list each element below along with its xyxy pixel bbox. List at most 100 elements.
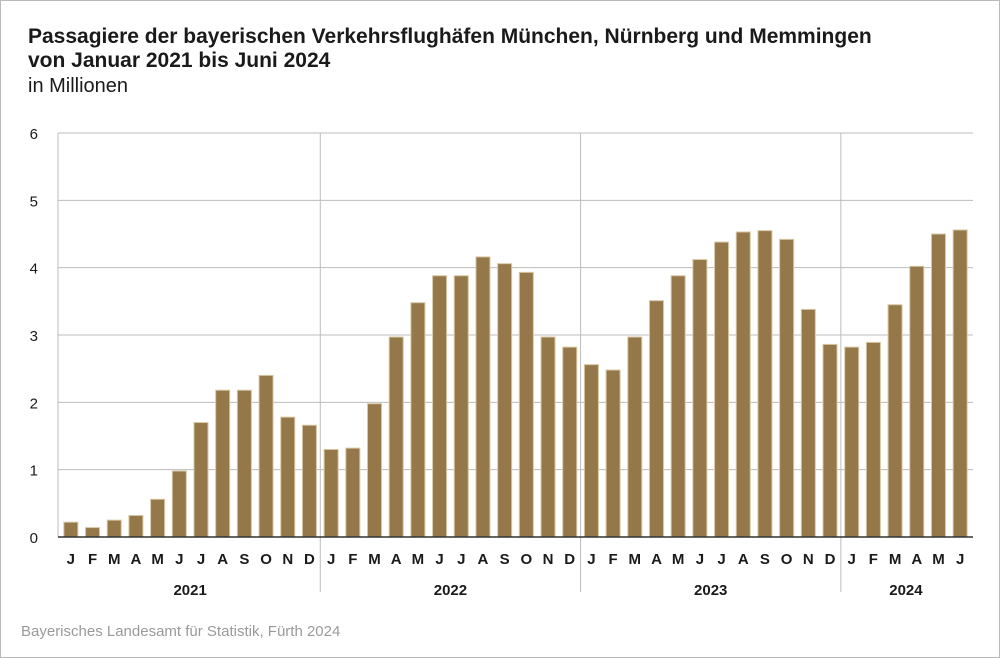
bar	[909, 265, 925, 538]
year-label: 2021	[173, 582, 206, 599]
x-tick-label: S	[500, 551, 510, 568]
x-tick-label: N	[282, 551, 293, 568]
x-tick-label: D	[304, 551, 315, 568]
x-tick-label: A	[738, 551, 749, 568]
x-tick-label: O	[781, 551, 793, 568]
x-tick-label: J	[717, 551, 725, 568]
bar	[844, 346, 860, 538]
bar	[63, 521, 79, 538]
bar	[692, 259, 708, 538]
bar	[475, 256, 491, 538]
x-tick-label: A	[911, 551, 922, 568]
bar	[583, 364, 599, 538]
x-tick-label: A	[217, 551, 228, 568]
bar	[714, 241, 730, 538]
x-tick-label: S	[239, 551, 249, 568]
chart-title-line-1: Passagiere der bayerischen Verkehrsflugh…	[28, 25, 872, 48]
x-tick-label: A	[391, 551, 402, 568]
x-tick-label: O	[521, 551, 533, 568]
bar	[301, 424, 317, 538]
y-tick-label: 5	[30, 193, 38, 210]
x-tick-label: J	[435, 551, 443, 568]
x-tick-label: J	[587, 551, 595, 568]
y-tick-label: 2	[30, 395, 38, 412]
x-tick-label: M	[108, 551, 121, 568]
x-tick-label: J	[848, 551, 856, 568]
x-tick-label: N	[543, 551, 554, 568]
x-tick-label: A	[478, 551, 489, 568]
x-tick-label: J	[197, 551, 205, 568]
bar	[779, 238, 795, 538]
x-tick-label: A	[651, 551, 662, 568]
x-tick-label: F	[869, 551, 878, 568]
x-tick-label: M	[672, 551, 685, 568]
bar	[432, 275, 448, 538]
year-label: 2023	[694, 582, 727, 599]
x-tick-label: J	[67, 551, 75, 568]
bar	[627, 336, 643, 538]
bar	[388, 336, 404, 538]
x-tick-label: S	[760, 551, 770, 568]
x-tick-label: D	[564, 551, 575, 568]
bar	[410, 302, 426, 538]
bar	[215, 389, 231, 538]
bar	[735, 231, 751, 538]
y-tick-label: 3	[30, 328, 38, 345]
x-tick-label: A	[130, 551, 141, 568]
bar	[345, 447, 361, 538]
bar	[648, 300, 664, 538]
x-tick-label: N	[803, 551, 814, 568]
bar	[822, 343, 838, 538]
bar	[887, 304, 903, 538]
y-tick-label: 0	[30, 530, 38, 547]
x-tick-label: M	[932, 551, 945, 568]
bar	[670, 275, 686, 538]
x-tick-label: J	[457, 551, 465, 568]
year-label: 2022	[434, 582, 467, 599]
bar	[518, 271, 534, 538]
chart-title-line-2: von Januar 2021 bis Juni 2024	[28, 49, 331, 72]
x-tick-label: M	[368, 551, 381, 568]
chart-title: Passagiere der bayerischen Verkehrsflugh…	[28, 25, 968, 73]
bar	[367, 403, 383, 538]
bar	[106, 519, 122, 538]
bar	[280, 416, 296, 538]
x-tick-label: O	[260, 551, 272, 568]
bar	[562, 346, 578, 538]
x-tick-label: J	[175, 551, 183, 568]
bar	[236, 389, 252, 538]
bar	[930, 233, 946, 538]
x-tick-label: M	[412, 551, 425, 568]
bar	[128, 514, 144, 538]
x-tick-label: M	[889, 551, 902, 568]
x-tick-label: F	[88, 551, 97, 568]
x-tick-label: M	[151, 551, 164, 568]
bar	[865, 341, 881, 538]
x-tick-label: F	[609, 551, 618, 568]
x-tick-label: J	[696, 551, 704, 568]
x-tick-label: M	[629, 551, 642, 568]
bar	[150, 498, 166, 538]
y-tick-label: 4	[30, 261, 38, 278]
bar	[453, 275, 469, 538]
bar	[605, 369, 621, 538]
bar	[800, 308, 816, 538]
source-note: Bayerisches Landesamt für Statistik, Für…	[21, 623, 341, 640]
bar	[540, 336, 556, 538]
bar	[85, 527, 101, 538]
bar	[757, 230, 773, 538]
y-tick-label: 1	[30, 463, 38, 480]
x-tick-label: J	[327, 551, 335, 568]
bar	[171, 470, 187, 538]
year-label: 2024	[889, 582, 923, 599]
x-tick-label: J	[956, 551, 964, 568]
bar	[323, 448, 339, 538]
bar	[952, 229, 968, 538]
chart-subtitle: in Millionen	[28, 75, 129, 97]
x-tick-label: D	[825, 551, 836, 568]
bar	[258, 374, 274, 538]
x-tick-label: F	[348, 551, 357, 568]
bar	[193, 422, 209, 538]
